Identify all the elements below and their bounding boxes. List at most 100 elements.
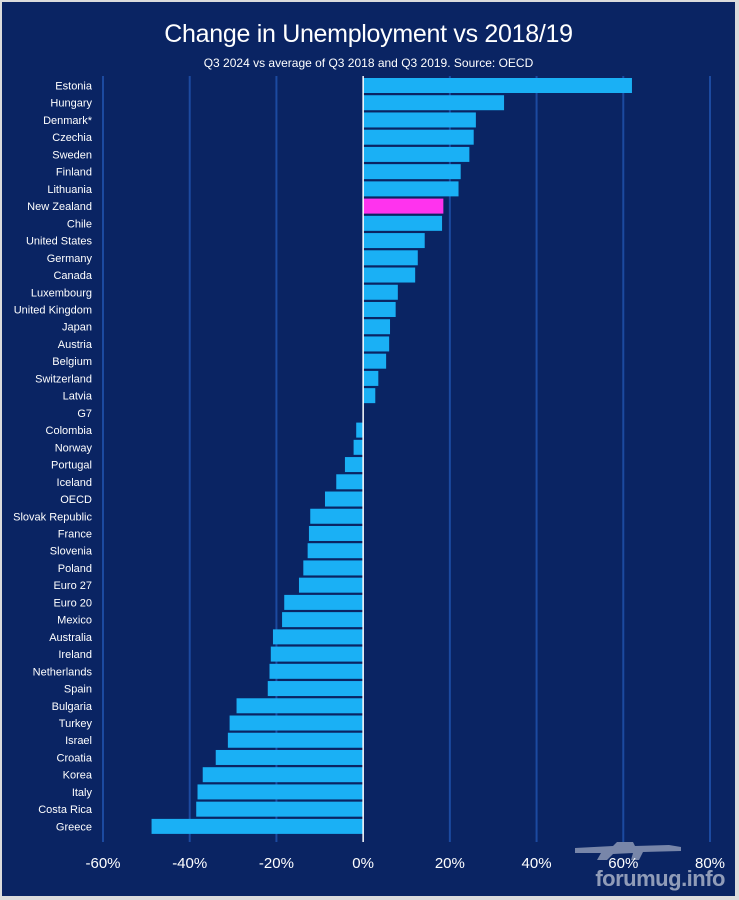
category-label: Euro 27 bbox=[53, 580, 92, 592]
x-tick-label: -60% bbox=[85, 855, 120, 872]
bar-chile bbox=[363, 215, 443, 231]
category-label: Luxembourg bbox=[31, 287, 92, 299]
category-label: Colombia bbox=[46, 425, 93, 437]
category-label: Switzerland bbox=[35, 373, 92, 385]
bar-netherlands bbox=[269, 663, 364, 679]
bar-switzerland bbox=[363, 370, 379, 386]
bar-greece bbox=[151, 818, 364, 834]
category-label: Israel bbox=[65, 735, 92, 747]
chart-subtitle: Q3 2024 vs average of Q3 2018 and Q3 201… bbox=[203, 56, 534, 70]
bar-france bbox=[308, 525, 364, 541]
category-label: United States bbox=[26, 236, 93, 248]
category-label: Poland bbox=[58, 563, 92, 575]
bar-euro-20 bbox=[284, 594, 364, 610]
category-label: Japan bbox=[62, 322, 92, 334]
bar-spain bbox=[267, 681, 364, 697]
category-label: Canada bbox=[53, 270, 92, 282]
x-tick-label: -20% bbox=[259, 855, 294, 872]
bar-estonia bbox=[363, 78, 632, 93]
bar-italy bbox=[197, 784, 364, 800]
bar-iceland bbox=[336, 474, 364, 490]
bar-slovak-republic bbox=[310, 508, 364, 524]
category-label: Norway bbox=[55, 442, 93, 454]
category-label: Mexico bbox=[57, 615, 92, 627]
category-label: Chile bbox=[67, 218, 92, 230]
category-label: Euro 20 bbox=[53, 597, 92, 609]
category-label: Bulgaria bbox=[52, 701, 93, 713]
bar-canada bbox=[363, 267, 416, 283]
bar-belgium bbox=[363, 353, 387, 369]
bar-new-zealand bbox=[363, 198, 444, 214]
bar-colombia bbox=[356, 422, 364, 438]
watermark-text: forumug.info bbox=[595, 866, 725, 891]
category-label: United Kingdom bbox=[14, 304, 92, 316]
x-tick-label: 80% bbox=[695, 855, 725, 872]
category-label: Greece bbox=[56, 821, 92, 833]
category-label: Latvia bbox=[63, 391, 93, 403]
bar-germany bbox=[363, 250, 418, 266]
bar-israel bbox=[227, 732, 364, 748]
bar-turkey bbox=[229, 715, 364, 731]
bar-croatia bbox=[215, 749, 364, 765]
bar-slovenia bbox=[307, 543, 364, 559]
category-label: Finland bbox=[56, 167, 92, 179]
category-label: Sweden bbox=[52, 149, 92, 161]
category-label: Austria bbox=[58, 339, 93, 351]
category-label: Spain bbox=[64, 684, 92, 696]
bar-costa-rica bbox=[196, 801, 364, 817]
bar-mexico bbox=[282, 612, 364, 628]
category-label: Hungary bbox=[50, 98, 92, 110]
category-label: Korea bbox=[63, 770, 93, 782]
category-label: Iceland bbox=[57, 477, 92, 489]
bar-denmark bbox=[363, 112, 476, 128]
bar-norway bbox=[353, 439, 364, 455]
bar-hungary bbox=[363, 95, 505, 111]
bar-korea bbox=[202, 767, 364, 783]
category-label: New Zealand bbox=[27, 201, 92, 213]
bar-luxembourg bbox=[363, 284, 398, 300]
category-label: Netherlands bbox=[33, 666, 93, 678]
bar-united-kingdom bbox=[363, 301, 396, 317]
category-label: Slovak Republic bbox=[13, 511, 92, 523]
rifle-icon bbox=[575, 842, 681, 860]
bar-czechia bbox=[363, 129, 474, 145]
x-tick-label: 0% bbox=[352, 855, 374, 872]
bar-bulgaria bbox=[236, 698, 364, 714]
category-label: Lithuania bbox=[47, 184, 93, 196]
bar-finland bbox=[363, 164, 461, 180]
x-tick-label: 20% bbox=[435, 855, 465, 872]
bar-portugal bbox=[344, 457, 364, 473]
category-label: Ireland bbox=[58, 649, 92, 661]
category-label: Czechia bbox=[52, 132, 93, 144]
category-label: Australia bbox=[49, 632, 93, 644]
category-label: Slovenia bbox=[50, 546, 93, 558]
bar-euro-27 bbox=[298, 577, 364, 593]
x-tick-label: 40% bbox=[522, 855, 552, 872]
bar-ireland bbox=[270, 646, 364, 662]
category-label: Portugal bbox=[51, 460, 92, 472]
bar-austria bbox=[363, 336, 390, 352]
bar-japan bbox=[363, 319, 391, 335]
category-label: Estonia bbox=[55, 81, 93, 93]
x-tick-label: -40% bbox=[172, 855, 207, 872]
category-label: OECD bbox=[60, 494, 92, 506]
bar-poland bbox=[303, 560, 364, 576]
chart-title: Change in Unemployment vs 2018/19 bbox=[164, 20, 573, 48]
category-label: G7 bbox=[77, 408, 92, 420]
bar-lithuania bbox=[363, 181, 459, 197]
bar-latvia bbox=[363, 388, 376, 404]
category-label: Turkey bbox=[59, 718, 93, 730]
category-label: Croatia bbox=[57, 752, 93, 764]
bar-united-states bbox=[363, 233, 425, 249]
bar-oecd bbox=[324, 491, 364, 507]
category-label: Costa Rica bbox=[38, 804, 93, 816]
category-label: Italy bbox=[72, 787, 93, 799]
category-label: Belgium bbox=[52, 356, 92, 368]
category-label: Denmark* bbox=[43, 115, 93, 127]
bar-sweden bbox=[363, 146, 470, 162]
category-label: France bbox=[58, 528, 92, 540]
category-label: Germany bbox=[47, 253, 93, 265]
x-tick-label: 60% bbox=[608, 855, 638, 872]
